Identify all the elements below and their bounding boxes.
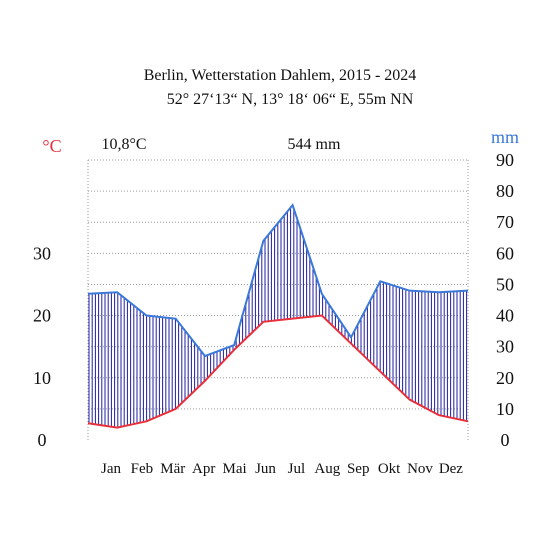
precip-tick-label: 40 — [496, 306, 514, 326]
precip-axis: 0 10 20 30 40 50 60 70 80 90 — [496, 150, 514, 450]
month-label: Mär — [160, 461, 185, 477]
annual-precipitation: 544 mm — [288, 136, 341, 153]
month-label: Jun — [255, 461, 276, 477]
temp-tick-label: 10 — [33, 368, 51, 388]
precipitation-line — [87, 203, 469, 358]
precip-tick-label: 30 — [496, 337, 514, 357]
month-label: Feb — [131, 461, 154, 477]
month-label: Apr — [192, 461, 215, 477]
month-label: Aug — [314, 461, 340, 477]
temp-unit-label: °C — [42, 136, 61, 156]
precip-tick-label: 60 — [496, 243, 514, 263]
chart-title: Berlin, Wetterstation Dahlem, 2015 - 202… — [144, 67, 417, 84]
precip-tick-label: 10 — [496, 399, 514, 419]
month-axis: Jan Feb Mär Apr Mai Jun Jul Aug Sep Okt Nov Dez — [101, 461, 463, 477]
month-label: Dez — [439, 461, 463, 477]
annual-temperature: 10,8°C — [101, 136, 146, 153]
month-label: Mai — [223, 461, 247, 477]
precip-tick-label: 90 — [496, 150, 514, 170]
precip-tick-label: 80 — [496, 181, 514, 201]
temp-axis: 0 10 20 30 — [33, 243, 51, 450]
month-label: Jul — [288, 461, 306, 477]
precip-tick-label: 20 — [496, 368, 514, 388]
precip-tick-label: 70 — [496, 212, 514, 232]
month-label: Sep — [347, 461, 370, 477]
month-label: Nov — [407, 461, 433, 477]
series-lines — [87, 203, 469, 429]
month-label: Okt — [378, 461, 401, 477]
hatch-fill — [88, 207, 468, 428]
temp-tick-label: 30 — [33, 243, 51, 263]
temp-tick-label: 20 — [33, 306, 51, 326]
temp-tick-label: 0 — [38, 430, 47, 450]
chart-subtitle: 52° 27‘13“ N, 13° 18‘ 06“ E, 55m NN — [167, 91, 414, 108]
temperature-line — [87, 314, 469, 429]
precip-tick-label: 0 — [501, 430, 510, 450]
precip-tick-label: 50 — [496, 274, 514, 294]
precip-unit-label: mm — [491, 127, 519, 147]
month-label: Jan — [101, 461, 121, 477]
